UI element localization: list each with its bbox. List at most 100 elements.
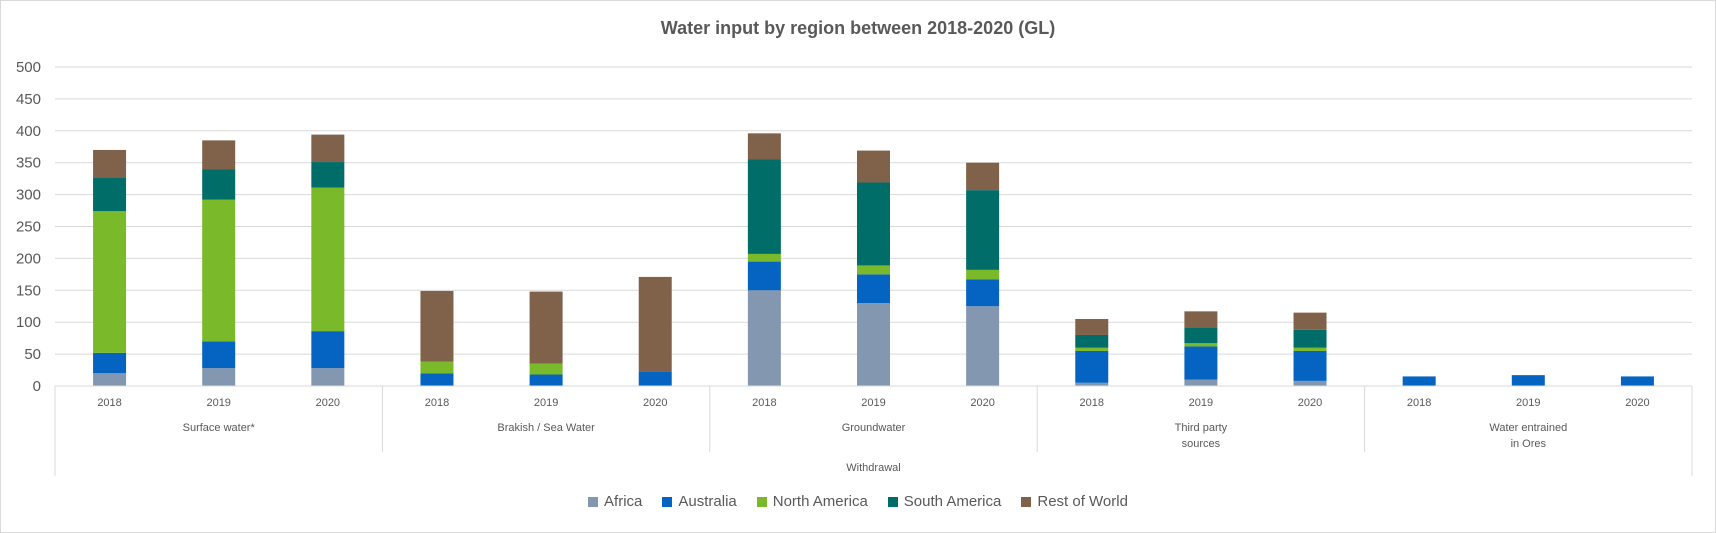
group-label: Brakish / Sea Water <box>497 422 595 434</box>
legend-item: Australia <box>662 493 737 510</box>
y-tick-label: 150 <box>16 282 41 299</box>
super-group-label: Withdrawal <box>846 462 900 474</box>
legend-label: North America <box>772 493 868 510</box>
bar-segment <box>857 303 890 386</box>
bar-segment <box>857 182 890 266</box>
bar-segment <box>966 162 1000 191</box>
x-tick-label: 2018 <box>1080 397 1104 409</box>
y-tick-label: 300 <box>16 187 41 204</box>
x-tick-label: 2020 <box>643 397 667 409</box>
x-tick-label: 2018 <box>425 397 449 409</box>
bar-segment <box>420 361 454 374</box>
x-tick-label: 2020 <box>1625 397 1649 409</box>
y-tick-label: 400 <box>16 123 41 140</box>
bar-segment <box>202 199 236 342</box>
group-label: in Ores <box>1511 438 1547 450</box>
y-tick-label: 350 <box>16 155 41 172</box>
x-tick-label: 2018 <box>752 397 776 409</box>
x-tick-label: 2020 <box>316 397 340 409</box>
x-tick-label: 2019 <box>534 397 558 409</box>
legend-item: Africa <box>588 493 642 510</box>
bar-segment <box>638 371 672 386</box>
bar-segment <box>1075 382 1109 386</box>
bar-segment <box>1293 380 1327 386</box>
bar-segment <box>1293 329 1327 348</box>
bar-segment <box>1075 334 1109 348</box>
group-label: sources <box>1182 438 1221 450</box>
legend-item: Rest of World <box>1021 493 1128 510</box>
legend-label: Rest of World <box>1037 493 1128 510</box>
bar-segment <box>420 290 454 362</box>
group-label: Surface water* <box>183 422 256 434</box>
y-tick-label: 500 <box>16 59 41 76</box>
bar-segment <box>857 150 890 183</box>
legend-label: South America <box>903 493 1002 510</box>
bar-segment <box>966 190 1000 270</box>
bar-segment <box>1511 375 1545 386</box>
bar-segment <box>1184 379 1218 386</box>
x-tick-label: 2018 <box>97 397 121 409</box>
y-tick-label: 200 <box>16 250 41 267</box>
bar-segment <box>966 269 1000 280</box>
legend-item: North America <box>756 493 868 510</box>
bar-segment <box>857 274 890 304</box>
x-tick-label: 2019 <box>861 397 885 409</box>
bar-segment <box>747 261 781 291</box>
legend-label: Australia <box>678 493 737 510</box>
chart-title: Water input by region between 2018-2020 … <box>660 18 1056 38</box>
bar-segment <box>1184 327 1218 344</box>
bar-segment <box>202 368 236 386</box>
bar-segment <box>93 178 127 212</box>
bar-segment <box>529 291 563 364</box>
group-label: Groundwater <box>842 422 906 434</box>
bar-segment <box>202 341 236 369</box>
bar-segment <box>93 373 127 386</box>
x-tick-label: 2019 <box>1189 397 1213 409</box>
group-label: Water entrained <box>1489 422 1567 434</box>
bar-segment <box>202 169 236 200</box>
bar-segment <box>1075 347 1109 351</box>
bar-segment <box>747 253 781 262</box>
bar-segment <box>202 140 236 170</box>
legend-swatch <box>662 496 673 507</box>
bar-segment <box>1293 350 1327 381</box>
y-tick-label: 0 <box>33 378 41 395</box>
legend-swatch <box>1021 496 1032 507</box>
bar-segment <box>857 265 890 275</box>
bar-segment <box>311 368 345 386</box>
bar-segment <box>311 331 345 369</box>
x-tick-label: 2018 <box>1407 397 1431 409</box>
bar-segment <box>1620 376 1654 386</box>
bar-segment <box>1075 350 1109 383</box>
x-tick-label: 2020 <box>1298 397 1322 409</box>
bar-segment <box>529 363 563 375</box>
bar-segment <box>311 187 345 332</box>
bar-segment <box>638 276 672 372</box>
x-tick-label: 2019 <box>1516 397 1540 409</box>
bar-segment <box>966 306 1000 386</box>
group-label: Third party <box>1175 422 1228 434</box>
legend-label: Africa <box>604 493 643 510</box>
bar-segment <box>1184 311 1218 328</box>
bar-segment <box>747 133 781 160</box>
legend-item: South America <box>887 493 1002 510</box>
chart-legend: Africa Australia North America South Americ… <box>0 493 1716 510</box>
bar-segment <box>966 279 1000 307</box>
y-tick-label: 250 <box>16 219 41 236</box>
bar-segment <box>1075 319 1109 335</box>
bar-segment <box>93 352 127 374</box>
x-tick-label: 2020 <box>970 397 994 409</box>
bar-segment <box>1184 346 1218 380</box>
y-tick-label: 50 <box>24 346 41 363</box>
legend-swatch <box>756 496 767 507</box>
bar-segment <box>1402 376 1436 386</box>
bar-segment <box>1184 343 1218 347</box>
bar-segment <box>747 290 781 386</box>
bar-segment <box>311 162 345 188</box>
bar-segment <box>1293 312 1327 330</box>
bar-segment <box>1293 347 1327 351</box>
bar-segment <box>93 211 127 353</box>
bar-segment <box>529 374 563 386</box>
y-tick-label: 100 <box>16 314 41 331</box>
